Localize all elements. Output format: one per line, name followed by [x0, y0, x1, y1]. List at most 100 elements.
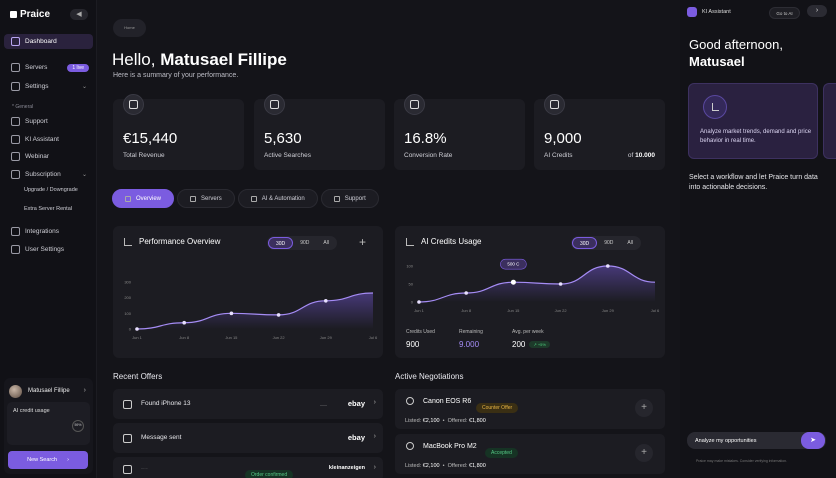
x-tick-label: Jun 22 [555, 308, 568, 313]
ebay-logo: ebay [347, 433, 365, 442]
offer-row[interactable]: Message sent ebay › [113, 423, 383, 453]
chart-icon [124, 238, 132, 246]
offer-row[interactable]: ...... Order confirmed kleinanzeigen › [113, 457, 383, 478]
range-selector: 30D 90D All [571, 236, 641, 250]
go-to-ai-button[interactable]: Go to AI [769, 7, 800, 19]
chart-icon [406, 238, 414, 246]
support-icon [333, 195, 340, 202]
avatar[interactable] [9, 385, 22, 398]
range-90d[interactable]: 90D [300, 240, 310, 246]
tab-label: Servers [201, 195, 222, 202]
phone-icon [123, 400, 132, 409]
y-tick-label: 0 [411, 300, 414, 305]
sidebar-item-subscription[interactable]: Subscription ⌄ [4, 167, 93, 182]
sidebar-subitem-extra-server[interactable]: Extra Server Rental [24, 206, 72, 212]
series-line [418, 265, 656, 303]
workflow-card-market[interactable]: Analyze market trends, demand and price … [688, 83, 818, 159]
highlight-point [510, 279, 516, 285]
disclaimer: Praice may make mistakes. Consider verif… [696, 459, 788, 463]
stat-value: 5,630 [264, 130, 302, 147]
range-all[interactable]: All [627, 240, 633, 246]
sparkle-icon [544, 94, 565, 115]
credit-usage-ring: 59% [72, 420, 84, 432]
laptop-icon [406, 442, 414, 450]
sidebar-item-support[interactable]: Support [4, 114, 93, 129]
add-icon[interactable]: + [359, 235, 367, 249]
range-30d[interactable]: 30D [572, 237, 598, 249]
logo-mark-icon [10, 11, 17, 18]
panel-title: Performance Overview [139, 237, 221, 246]
section-general: * General [12, 104, 34, 110]
add-icon[interactable]: + [635, 399, 653, 417]
series-area [419, 266, 655, 302]
tab-ai-automation[interactable]: AI & Automation [237, 189, 318, 208]
server-icon [190, 195, 197, 202]
logo[interactable]: Praice [10, 9, 50, 20]
message-icon [123, 434, 132, 443]
x-tick-label: Jun 1 [414, 308, 425, 313]
metric-label: Credits Used [406, 329, 435, 335]
listed-price: €2,100 [422, 463, 440, 469]
listed-label: Listed: [405, 418, 422, 424]
support-icon [11, 117, 20, 126]
breadcrumb[interactable]: Home [113, 19, 146, 37]
chevron-right-icon[interactable]: › [373, 399, 376, 406]
chevron-right-icon[interactable]: › [373, 433, 376, 440]
of-prefix: of [627, 152, 634, 159]
range-all[interactable]: All [323, 240, 329, 246]
tab-overview[interactable]: Overview [112, 189, 175, 208]
assistant-title: KI Assistant [702, 9, 731, 15]
tab-servers[interactable]: Servers [177, 189, 235, 208]
stat-card-revenue: €15,440 Total Revenue [113, 94, 244, 170]
status-badge: Counter Offer [476, 396, 519, 414]
user-name[interactable]: Matusael Fillipe [28, 388, 70, 394]
send-button[interactable]: ➤ [801, 432, 825, 449]
stat-label: AI Credits [544, 152, 573, 159]
x-tick-label: Jun 8 [461, 308, 472, 313]
ai-credits-panel: AI Credits Usage 30D 90D All 0 50 100 Jun 1… [395, 226, 665, 358]
sidebar-subitem-upgrade[interactable]: Upgrade / Downgrade [24, 187, 78, 193]
logo-text: Praice [20, 9, 51, 20]
chat-icon [11, 135, 20, 144]
greeting-prefix: Hello, [112, 50, 156, 69]
panel-title: AI Credits Usage [421, 237, 482, 246]
sidebar-item-dashboard[interactable]: Dashboard [4, 34, 93, 49]
offer-row[interactable]: Found iPhone 13 —— ebay › [113, 389, 383, 419]
data-point [324, 299, 328, 303]
sidebar-item-settings[interactable]: Settings ⌄ [4, 79, 93, 94]
credits-metrics: Credits Used 900 Remaining 9.000 Avg. per … [406, 329, 582, 349]
sidebar-item-webinar[interactable]: Webinar [4, 149, 93, 164]
cart-icon [123, 465, 132, 474]
sidebar-item-user-settings[interactable]: User Settings [4, 242, 93, 257]
negotiation-row[interactable]: MacBook Pro M2 Accepted Listed: €2,100 •… [395, 434, 665, 474]
negotiation-row[interactable]: Canon EOS R6 Counter Offer Listed: €2,10… [395, 389, 665, 429]
sidebar-item-integrations[interactable]: Integrations [4, 224, 93, 239]
page-subtitle: Here is a summary of your performance. [113, 72, 239, 79]
sidebar-item-ki-assistant[interactable]: KI Assistant [4, 132, 93, 147]
tab-support[interactable]: Support [320, 189, 379, 208]
stat-card-ai-credits: 9,000 AI Credits of 10.000 [534, 94, 665, 170]
range-90d[interactable]: 90D [604, 240, 614, 246]
tooltip-text: 500 C [507, 262, 520, 267]
x-tick-label: Jun 15 [507, 308, 520, 313]
chevron-right-icon[interactable]: › [373, 464, 376, 471]
stat-card-searches: 5,630 Active Searches [254, 94, 385, 170]
negotiation-name: MacBook Pro M2 [423, 443, 477, 450]
camera-icon [406, 397, 414, 405]
sparkle-icon [250, 195, 257, 202]
expand-assistant-button[interactable]: › [807, 5, 827, 17]
workflow-card-next[interactable] [823, 83, 836, 159]
sidebar-item-servers[interactable]: Servers 1 live [4, 60, 93, 75]
assistant-input[interactable] [695, 435, 795, 446]
range-30d[interactable]: 30D [268, 237, 294, 249]
recent-offers-title: Recent Offers [113, 372, 163, 381]
sidebar: Praice ◀ Dashboard Servers 1 live Setting… [0, 0, 97, 478]
collapse-sidebar-button[interactable]: ◀ [70, 9, 88, 20]
metric-value: 900 [406, 340, 420, 349]
chevron-right-icon: › [815, 7, 819, 14]
add-icon[interactable]: + [635, 444, 653, 462]
offered-price: €1,800 [468, 418, 486, 424]
new-search-button[interactable]: New Search › [8, 451, 88, 469]
chevron-right-icon[interactable]: › [83, 387, 86, 394]
range-selector: 30D 90D All [267, 236, 337, 250]
